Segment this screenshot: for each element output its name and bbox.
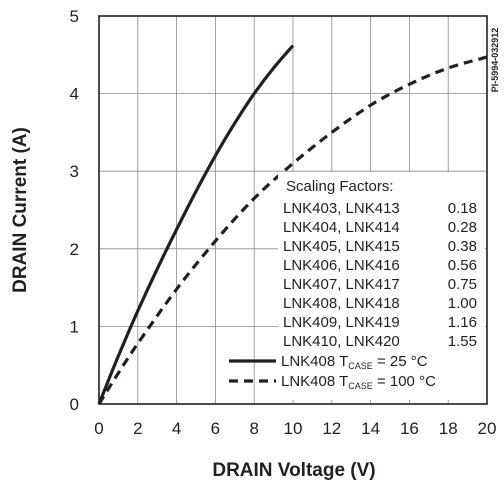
scaling-factor-value: 1.16: [448, 314, 477, 331]
x-tick-label: 14: [361, 419, 380, 438]
scaling-factor-parts: LNK403, LNK413: [283, 200, 400, 217]
y-tick-label: 2: [70, 240, 79, 259]
y-tick-label: 5: [70, 7, 79, 26]
y-tick-label: 0: [70, 395, 79, 414]
scaling-factor-parts: LNK404, LNK414: [283, 219, 400, 236]
x-tick-label: 18: [439, 419, 458, 438]
legend: Scaling Factors: LNK403, LNK413 0.18 LNK404…: [229, 172, 485, 400]
scaling-factor-value: 0.38: [448, 238, 477, 255]
x-tick-label: 2: [133, 419, 142, 438]
x-tick-label: 0: [94, 419, 103, 438]
x-tick-label: 10: [284, 419, 303, 438]
scaling-factor-value: 1.00: [448, 295, 477, 312]
plot-frame: [98, 15, 488, 405]
legend-label: LNK408 TCASE = 25 °C: [281, 353, 428, 371]
x-tick-label: 20: [478, 419, 497, 438]
series-line-25c: [97, 44, 295, 405]
series-line-100c: [97, 55, 488, 405]
scaling-factor-value: 0.28: [448, 219, 477, 236]
x-tick-label: 6: [211, 419, 220, 438]
y-tick-label: 4: [70, 85, 79, 104]
document-id: PI-5994-032912: [490, 28, 500, 93]
x-tick-label: 12: [322, 419, 341, 438]
legend-background: [278, 172, 485, 400]
scaling-factors-heading: Scaling Factors:: [286, 178, 394, 195]
curves: [97, 44, 488, 405]
scaling-factor-parts: LNK406, LNK416: [283, 257, 400, 274]
y-axis-title: DRAIN Current (A): [10, 127, 31, 293]
x-axis-title: DRAIN Voltage (V): [212, 460, 375, 481]
x-tick-label: 4: [172, 419, 181, 438]
x-tick-labels: 0 2 4 6 8 10 12 14 16 18 20: [94, 419, 496, 438]
scaling-factor-parts: LNK405, LNK415: [283, 238, 400, 255]
y-tick-labels: 0 1 2 3 4 5: [70, 7, 79, 414]
scaling-factor-value: 0.18: [448, 200, 477, 217]
scaling-factor-value: 0.75: [448, 276, 477, 293]
y-tick-label: 3: [70, 162, 79, 181]
scaling-factor-parts: LNK407, LNK417: [283, 276, 400, 293]
scaling-factor-parts: LNK409, LNK419: [283, 314, 400, 331]
scaling-factor-parts: LNK410, LNK420: [283, 333, 400, 350]
x-tick-label: 8: [249, 419, 258, 438]
scaling-factor-value: 1.55: [448, 333, 477, 350]
scaling-factor-value: 0.56: [448, 257, 477, 274]
legend-label: LNK408 TCASE = 100 °C: [281, 373, 436, 391]
scaling-factor-parts: LNK408, LNK418: [283, 295, 400, 312]
y-tick-label: 1: [70, 317, 79, 336]
x-tick-label: 16: [400, 419, 419, 438]
